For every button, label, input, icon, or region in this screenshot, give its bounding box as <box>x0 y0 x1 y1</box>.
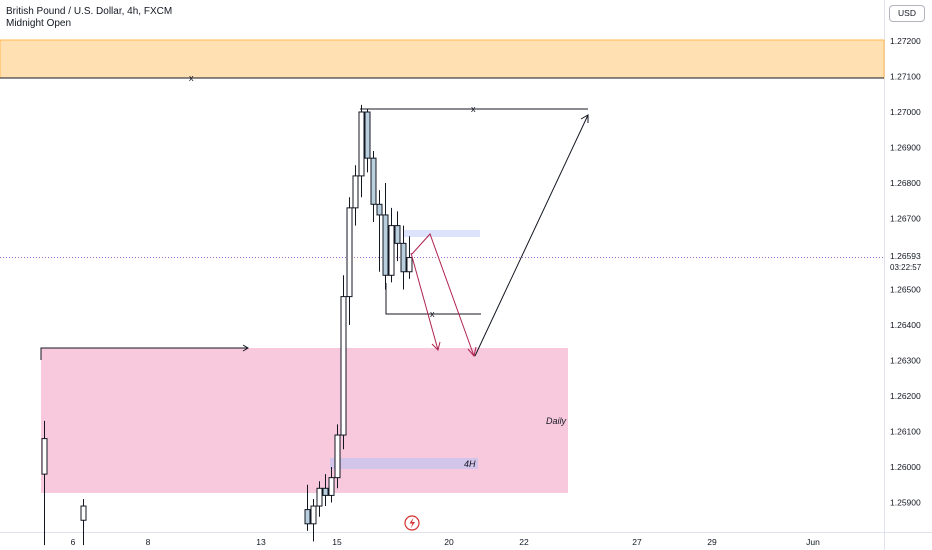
price-tick-label: 1.26800 <box>890 178 921 188</box>
price-tick-label: 1.27000 <box>890 107 921 117</box>
candle <box>406 236 413 279</box>
price-tick-label: 1.26900 <box>890 143 921 153</box>
price-tick-label: 1.26400 <box>890 320 921 330</box>
candle <box>328 467 335 503</box>
current-price-label: 1.26593 <box>890 251 921 261</box>
candle <box>334 424 341 489</box>
projection-arrow-1-head <box>467 346 477 358</box>
candle <box>370 151 377 223</box>
daily-zone-label: Daily <box>546 416 567 426</box>
price-tick-label: 1.26100 <box>890 427 921 437</box>
indicator-label[interactable]: Midnight Open <box>6 18 72 29</box>
h4-zone-label: 4H <box>464 459 476 469</box>
candle <box>340 275 347 450</box>
candle <box>316 481 323 517</box>
candle <box>310 498 317 542</box>
price-tick-label: 1.26700 <box>890 214 921 224</box>
supply-x-marker: x <box>189 73 194 83</box>
low-line <box>385 283 481 315</box>
price-tick-label: 1.26300 <box>890 356 921 366</box>
demand-top-line <box>40 347 248 360</box>
time-axis-ticks: 6 8 13 15 20 22 27 29 Jun <box>71 537 820 547</box>
low-x-marker: x <box>430 309 435 319</box>
high-x-marker: x <box>471 104 476 114</box>
candle <box>322 474 329 507</box>
candle <box>364 108 371 173</box>
candle <box>80 498 87 546</box>
lightning-icon[interactable] <box>404 515 420 531</box>
candle <box>41 420 48 546</box>
small-zone[interactable] <box>403 230 480 237</box>
h4-zone[interactable] <box>330 458 478 469</box>
currency-button[interactable]: USD <box>889 5 925 22</box>
candles <box>41 104 413 546</box>
projection-arrow-1 <box>411 233 475 357</box>
projection-arrow-2-head <box>431 341 441 351</box>
symbol-title[interactable]: British Pound / U.S. Dollar, 4h, FXCM <box>6 6 173 17</box>
rally-arrow <box>474 114 589 357</box>
time-tick-label: Jun <box>806 537 820 547</box>
price-tick-label: 1.27100 <box>890 72 921 82</box>
time-tick-label: 20 <box>444 537 454 547</box>
price-tick-label: 1.26500 <box>890 285 921 295</box>
candle <box>304 484 311 531</box>
rally-arrow-head <box>580 114 589 123</box>
candle <box>382 183 389 290</box>
price-axis-ticks: 1.27200 1.27100 1.27000 1.26900 1.26800 1.267… <box>890 36 921 508</box>
time-tick-label: 22 <box>519 537 529 547</box>
time-tick-label: 13 <box>256 537 266 547</box>
time-tick-label: 27 <box>632 537 642 547</box>
time-tick-label: 29 <box>707 537 717 547</box>
countdown-label: 03:22:57 <box>890 263 922 272</box>
time-tick-label: 6 <box>71 537 76 547</box>
candle <box>358 104 365 198</box>
supply-zone[interactable] <box>0 39 885 79</box>
time-tick-label: 15 <box>332 537 342 547</box>
candle <box>352 165 359 226</box>
time-tick-label: 8 <box>146 537 151 547</box>
price-tick-label: 1.27200 <box>890 36 921 46</box>
price-tick-label: 1.26000 <box>890 462 921 472</box>
demand-arrow-head <box>242 344 249 352</box>
projection-arrow-2 <box>410 252 439 351</box>
current-price-badge <box>885 249 932 272</box>
price-tick-label: 1.25900 <box>890 498 921 508</box>
candle <box>346 197 353 325</box>
demand-zone-daily[interactable] <box>41 348 568 493</box>
candle <box>376 190 383 272</box>
price-tick-label: 1.26200 <box>890 391 921 401</box>
candle <box>388 207 395 283</box>
candle <box>400 225 407 290</box>
candle <box>394 211 401 262</box>
